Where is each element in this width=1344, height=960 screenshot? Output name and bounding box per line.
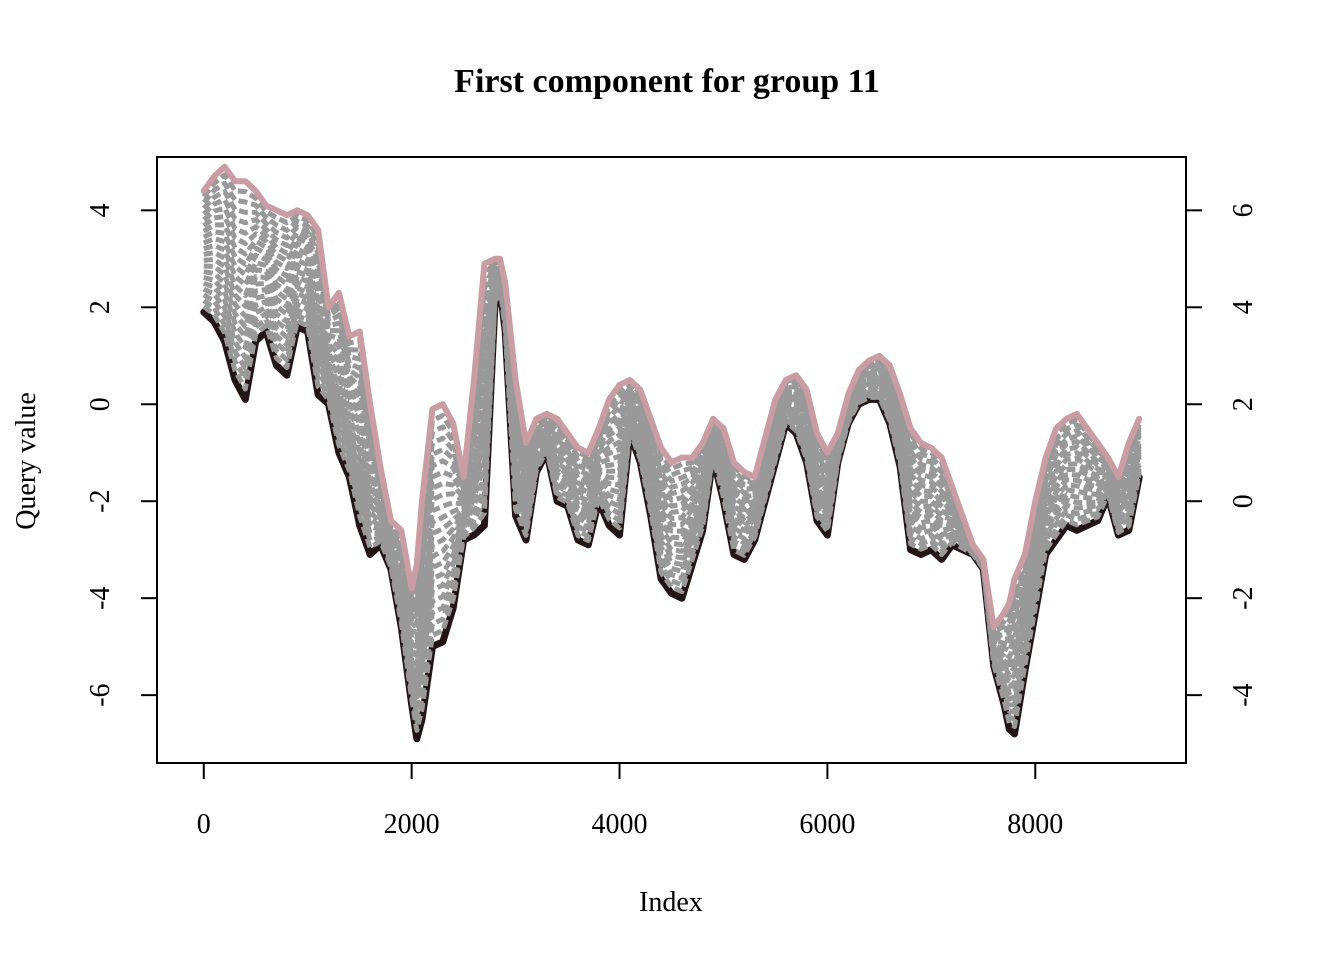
- x-axis-label: Index: [639, 887, 703, 918]
- y-tick-label: 0: [85, 397, 116, 411]
- y-axis-label: Query value: [11, 392, 42, 530]
- reference-series-line: [200, 163, 1143, 631]
- x-tick-label: 4000: [592, 809, 648, 840]
- right-tick-label: 0: [1228, 494, 1259, 508]
- x-tick-label: 6000: [799, 809, 855, 840]
- x-tick-label: 8000: [1007, 809, 1063, 840]
- y-axis-left: -6 -4 -2 0 2 4: [85, 203, 158, 707]
- x-tick-label: 2000: [384, 809, 440, 840]
- y-tick-label: 4: [85, 203, 116, 217]
- y-tick-label: -4: [85, 587, 116, 610]
- right-tick-label: 6: [1228, 203, 1259, 217]
- right-tick-label: -4: [1228, 683, 1259, 706]
- right-tick-label: -2: [1228, 587, 1259, 610]
- chart-title: First component for group 11: [454, 63, 880, 100]
- x-tick-label: 0: [197, 809, 211, 840]
- intermediate-series-line: [203, 269, 1142, 690]
- series-group: [200, 163, 1143, 743]
- intermediate-series-line: [203, 275, 1142, 696]
- y-axis-right: -4 -2 0 2 4 6: [1185, 203, 1259, 707]
- y-tick-label: -6: [85, 683, 116, 706]
- x-axis: 0 2000 4000 6000 8000: [197, 762, 1063, 840]
- right-tick-label: 4: [1228, 300, 1259, 314]
- y-tick-label: 2: [85, 300, 116, 314]
- y-tick-label: -2: [85, 490, 116, 513]
- right-tick-label: 2: [1228, 397, 1259, 411]
